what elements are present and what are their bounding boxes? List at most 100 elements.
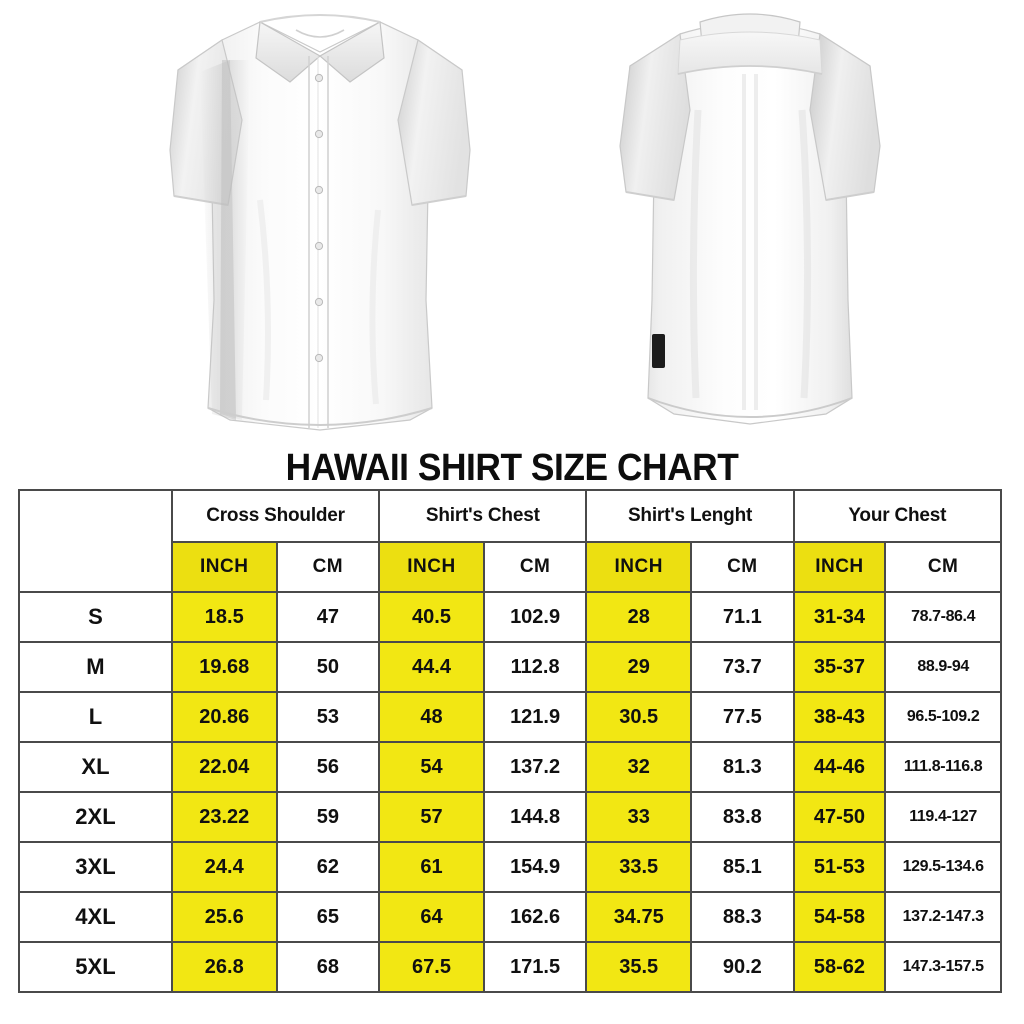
table-row: M 19.68 50 44.4 112.8 29 73.7 35-37 88.9-94	[18, 641, 1002, 693]
size-label-l: L	[18, 691, 173, 743]
cell-s-shirts-chest-inch: 40.5	[378, 591, 485, 643]
cell-s-shirts-lenght-inch: 28	[585, 591, 693, 643]
garment-label-tag	[652, 334, 665, 368]
cell-m-shirts-chest-cm: 112.8	[482, 641, 588, 693]
cell-s-cross-shoulder-cm: 47	[275, 591, 381, 643]
unit-header-cross-shoulder-inch: INCH	[170, 541, 278, 593]
shirt-back-image	[619, 13, 881, 425]
product-image-strip	[0, 0, 1024, 448]
unit-header-row: INCH CM INCH CM INCH CM INCH CM	[19, 541, 1002, 593]
cell-xl-your-chest-cm: 111.8-116.8	[884, 741, 1002, 793]
cell-m-cross-shoulder-inch: 19.68	[170, 641, 278, 693]
cell-xl-shirts-chest-inch: 54	[378, 741, 485, 793]
cell-4xl-your-chest-cm: 137.2-147.3	[884, 891, 1002, 943]
cell-2xl-cross-shoulder-cm: 59	[275, 791, 381, 843]
unit-header-shirts-lenght-inch: INCH	[585, 541, 693, 593]
cell-5xl-cross-shoulder-cm: 68	[275, 941, 381, 993]
size-label-4xl: 4XL	[18, 891, 173, 943]
cell-l-shirts-lenght-cm: 77.5	[690, 691, 795, 743]
group-header-shirts-lenght: Shirt's Lenght	[585, 489, 795, 543]
cell-m-shirts-lenght-inch: 29	[585, 641, 693, 693]
cell-5xl-cross-shoulder-inch: 26.8	[170, 941, 278, 993]
cell-xl-shirts-lenght-inch: 32	[585, 741, 693, 793]
unit-header-cross-shoulder-cm: CM	[275, 541, 381, 593]
cell-l-shirts-chest-inch: 48	[378, 691, 485, 743]
table-row: XL 22.04 56 54 137.2 32 81.3 44-46 111.8-116.8	[18, 741, 1002, 793]
cell-4xl-your-chest-inch: 54-58	[792, 891, 887, 943]
cell-3xl-shirts-chest-cm: 154.9	[482, 841, 588, 893]
cell-s-shirts-chest-cm: 102.9	[482, 591, 588, 643]
cell-l-cross-shoulder-cm: 53	[275, 691, 381, 743]
cell-3xl-cross-shoulder-cm: 62	[275, 841, 381, 893]
cell-3xl-your-chest-cm: 129.5-134.6	[884, 841, 1002, 893]
table-row: 5XL 26.8 68 67.5 171.5 35.5 90.2 58-62 147.3-157…	[18, 941, 1002, 993]
size-label-2xl: 2XL	[18, 791, 173, 843]
table-row: 3XL 24.4 62 61 154.9 33.5 85.1 51-53 129.5-134.6	[18, 841, 1002, 893]
cell-5xl-shirts-lenght-cm: 90.2	[690, 941, 795, 993]
cell-4xl-shirts-chest-inch: 64	[378, 891, 485, 943]
cell-l-your-chest-inch: 38-43	[792, 691, 887, 743]
size-label-xl: XL	[18, 741, 173, 793]
cell-m-shirts-chest-inch: 44.4	[378, 641, 485, 693]
group-header-shirts-chest: Shirt's Chest	[378, 489, 588, 543]
cell-2xl-shirts-chest-inch: 57	[378, 791, 485, 843]
unit-header-shirts-chest-cm: CM	[482, 541, 588, 593]
group-header-your-chest: Your Chest	[792, 489, 1003, 543]
cell-3xl-cross-shoulder-inch: 24.4	[170, 841, 278, 893]
cell-xl-shirts-chest-cm: 137.2	[482, 741, 588, 793]
cell-xl-your-chest-inch: 44-46	[792, 741, 887, 793]
cell-3xl-shirts-chest-inch: 61	[378, 841, 485, 893]
cell-xl-cross-shoulder-cm: 56	[275, 741, 381, 793]
cell-l-shirts-chest-cm: 121.9	[482, 691, 588, 743]
cell-l-your-chest-cm: 96.5-109.2	[884, 691, 1002, 743]
cell-4xl-shirts-lenght-inch: 34.75	[585, 891, 693, 943]
size-label-s: S	[18, 591, 173, 643]
group-header-cross-shoulder: Cross Shoulder	[170, 489, 381, 543]
cell-3xl-your-chest-inch: 51-53	[792, 841, 887, 893]
cell-3xl-shirts-lenght-cm: 85.1	[690, 841, 795, 893]
cell-s-your-chest-cm: 78.7-86.4	[884, 591, 1002, 643]
size-chart-table: Cross Shoulder Shirt's Chest Shirt's Len…	[18, 489, 1003, 993]
chart-title: HAWAII SHIRT SIZE CHART	[285, 447, 739, 489]
table-row: 4XL 25.6 65 64 162.6 34.75 88.3 54-58 137.2-147.…	[18, 891, 1002, 943]
cell-3xl-shirts-lenght-inch: 33.5	[585, 841, 693, 893]
cell-xl-cross-shoulder-inch: 22.04	[170, 741, 278, 793]
cell-l-cross-shoulder-inch: 20.86	[170, 691, 278, 743]
cell-4xl-shirts-chest-cm: 162.6	[482, 891, 588, 943]
cell-4xl-cross-shoulder-inch: 25.6	[170, 891, 278, 943]
cell-2xl-your-chest-inch: 47-50	[792, 791, 887, 843]
cell-4xl-shirts-lenght-cm: 88.3	[690, 891, 795, 943]
table-row: 2XL 23.22 59 57 144.8 33 83.8 47-50 119.4-127	[18, 791, 1002, 843]
unit-header-your-chest-inch: INCH	[792, 541, 887, 593]
cell-s-cross-shoulder-inch: 18.5	[170, 591, 278, 643]
cell-5xl-shirts-chest-cm: 171.5	[482, 941, 588, 993]
shirt-front-image	[169, 14, 471, 431]
unit-header-shirts-chest-inch: INCH	[378, 541, 485, 593]
size-label-m: M	[18, 641, 173, 693]
cell-2xl-shirts-chest-cm: 144.8	[482, 791, 588, 843]
cell-l-shirts-lenght-inch: 30.5	[585, 691, 693, 743]
cell-xl-shirts-lenght-cm: 81.3	[690, 741, 795, 793]
cell-m-your-chest-cm: 88.9-94	[884, 641, 1002, 693]
cell-2xl-cross-shoulder-inch: 23.22	[170, 791, 278, 843]
cell-m-shirts-lenght-cm: 73.7	[690, 641, 795, 693]
cell-s-shirts-lenght-cm: 71.1	[690, 591, 795, 643]
cell-2xl-shirts-lenght-cm: 83.8	[690, 791, 795, 843]
cell-m-cross-shoulder-cm: 50	[275, 641, 381, 693]
unit-header-shirts-lenght-cm: CM	[690, 541, 795, 593]
size-label-3xl: 3XL	[18, 841, 173, 893]
cell-5xl-shirts-lenght-inch: 35.5	[585, 941, 693, 993]
unit-header-your-chest-cm: CM	[884, 541, 1002, 593]
cell-5xl-your-chest-inch: 58-62	[792, 941, 887, 993]
size-column-header	[18, 489, 173, 593]
cell-s-your-chest-inch: 31-34	[792, 591, 887, 643]
table-row: L 20.86 53 48 121.9 30.5 77.5 38-43 96.5-109.2	[18, 691, 1002, 743]
size-label-5xl: 5XL	[18, 941, 173, 993]
cell-5xl-shirts-chest-inch: 67.5	[378, 941, 485, 993]
cell-2xl-your-chest-cm: 119.4-127	[884, 791, 1002, 843]
cell-4xl-cross-shoulder-cm: 65	[275, 891, 381, 943]
cell-5xl-your-chest-cm: 147.3-157.5	[884, 941, 1002, 993]
table-row: S 18.5 47 40.5 102.9 28 71.1 31-34 78.7-86.4	[18, 591, 1002, 643]
group-header-row: Cross Shoulder Shirt's Chest Shirt's Len…	[18, 489, 1003, 593]
cell-m-your-chest-inch: 35-37	[792, 641, 887, 693]
